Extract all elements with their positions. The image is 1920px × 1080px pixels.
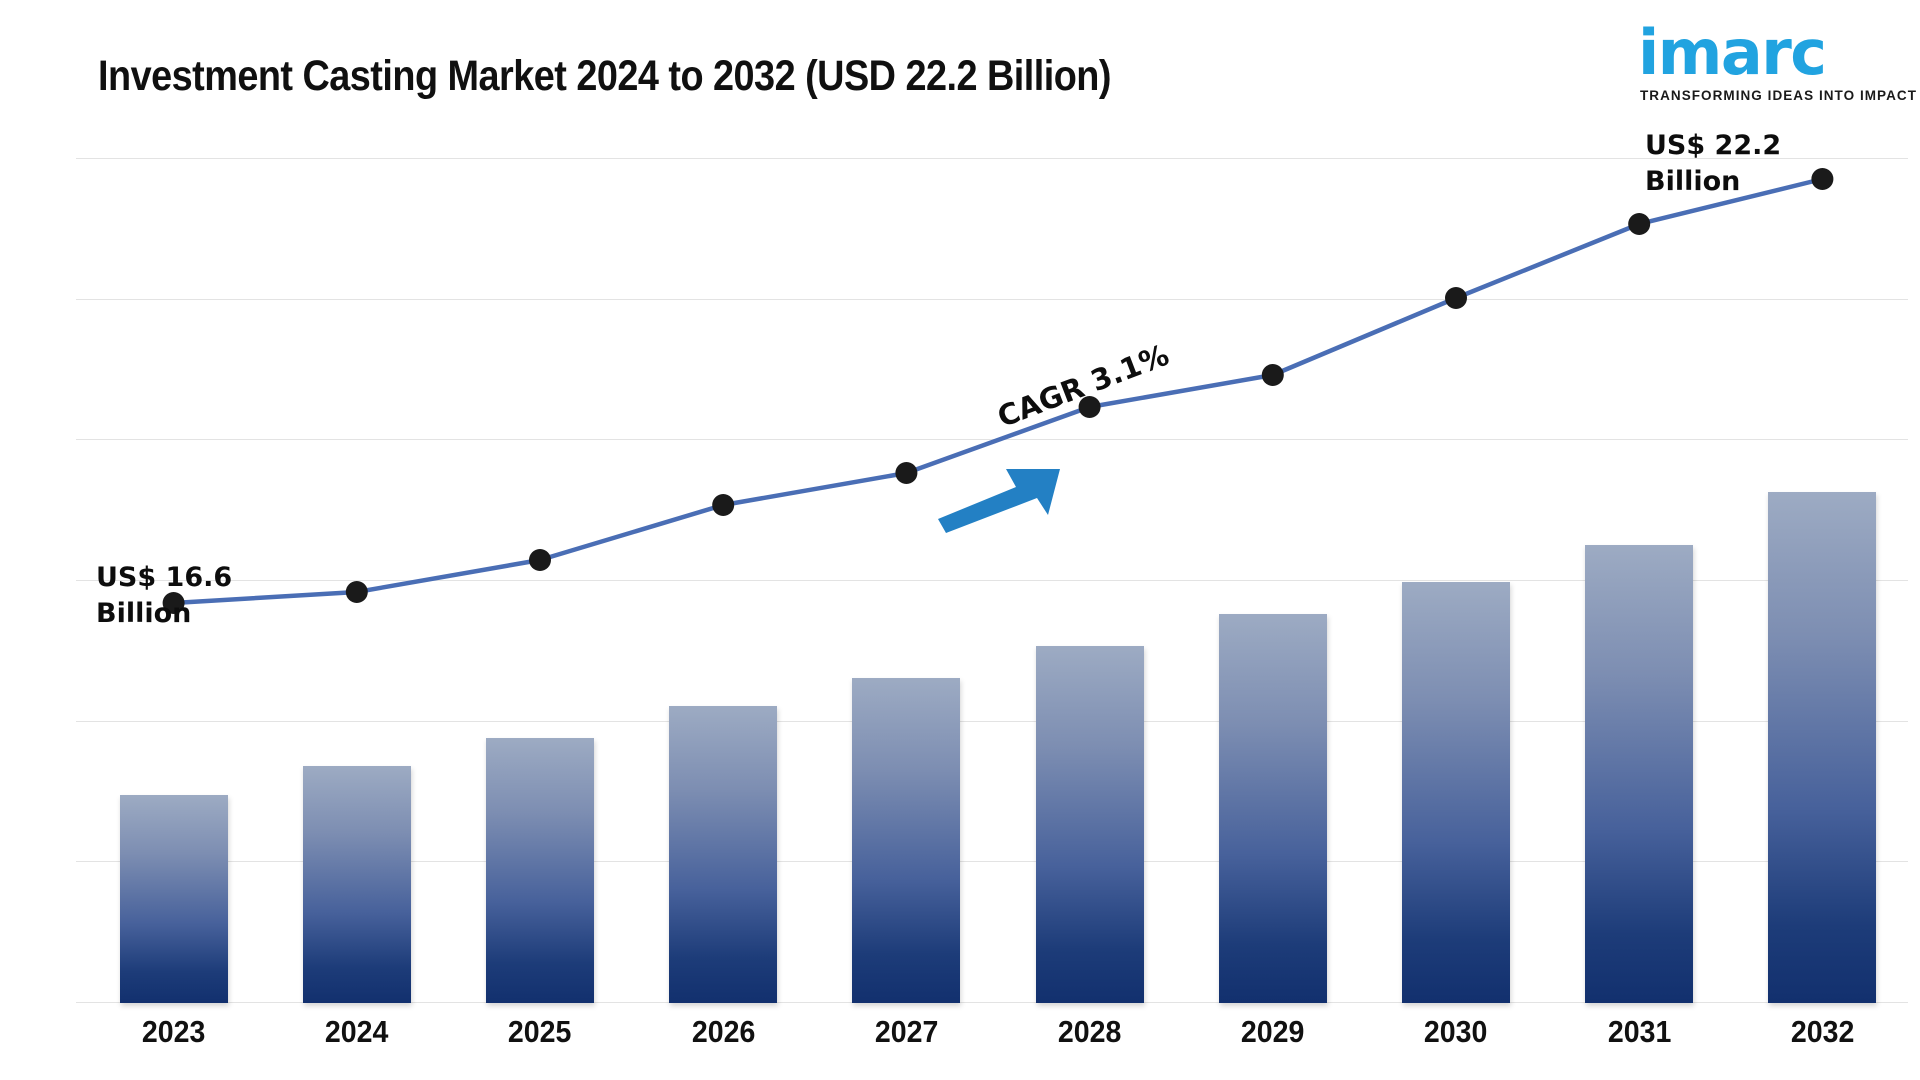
data-point-2029 <box>1261 364 1284 386</box>
x-axis-label-2030: 2030 <box>1424 1014 1488 1049</box>
x-axis-label-2029: 2029 <box>1241 1014 1305 1049</box>
bar-2024 <box>302 766 411 1003</box>
x-axis-label-2027: 2027 <box>874 1014 939 1049</box>
cagr-arrow-icon <box>938 469 1060 533</box>
bar-2025 <box>486 738 594 1003</box>
x-axis-label-2028: 2028 <box>1057 1014 1122 1049</box>
logo-wordmark: imarc <box>1638 16 1827 89</box>
bar-series <box>76 158 1908 1003</box>
data-point-2032 <box>1811 168 1834 190</box>
page-title: Investment Casting Market 2024 to 2032 (… <box>98 52 1111 100</box>
bar-2023 <box>119 795 228 1003</box>
end-value-annotation: US$ 22.2 Billion <box>1645 130 1782 197</box>
x-axis-label-2026: 2026 <box>691 1014 755 1049</box>
gridline <box>76 299 1908 300</box>
x-axis: 2023 2024 2025 2026 2027 2028 2029 2030 2031 2032 <box>76 1008 1908 1068</box>
bar-2028 <box>1035 646 1144 1003</box>
gridline <box>76 439 1908 440</box>
bar-2030 <box>1402 582 1510 1003</box>
data-point-2026 <box>712 494 735 516</box>
data-point-2025 <box>529 549 551 571</box>
gridline <box>76 580 1908 581</box>
data-point-2024 <box>345 581 368 603</box>
imarc-logo: imarc TRANSFORMING IDEAS INTO IMPACT <box>1630 16 1916 108</box>
gridline <box>76 1002 1908 1003</box>
logo-tagline: TRANSFORMING IDEAS INTO IMPACT <box>1640 88 1917 103</box>
bar-2031 <box>1585 545 1694 1003</box>
data-point-2023 <box>162 592 185 614</box>
start-value-annotation: US$ 16.6 Billion <box>96 562 233 629</box>
bar-2032 <box>1768 492 1877 1003</box>
gridline <box>76 721 1908 722</box>
x-axis-label-2032: 2032 <box>1790 1014 1855 1049</box>
data-point-2030 <box>1445 287 1467 309</box>
x-axis-label-2031: 2031 <box>1607 1014 1671 1049</box>
data-point-2031 <box>1628 213 1651 235</box>
line-series <box>76 158 1908 1003</box>
trend-polyline <box>171 176 1825 606</box>
x-axis-label-2025: 2025 <box>508 1014 572 1049</box>
data-point-2028 <box>1078 396 1101 418</box>
gridline <box>76 158 1908 159</box>
chart-plot-area <box>76 158 1908 1003</box>
trend-line-svg <box>162 168 1834 614</box>
x-axis-label-2024: 2024 <box>325 1014 389 1049</box>
bar-2027 <box>852 678 961 1003</box>
bar-2026 <box>669 706 778 1003</box>
data-point-2027 <box>895 462 918 484</box>
bar-2029 <box>1218 614 1327 1003</box>
chart-header: Investment Casting Market 2024 to 2032 (… <box>0 0 1920 148</box>
gridline <box>76 861 1908 862</box>
x-axis-label-2023: 2023 <box>141 1014 206 1049</box>
